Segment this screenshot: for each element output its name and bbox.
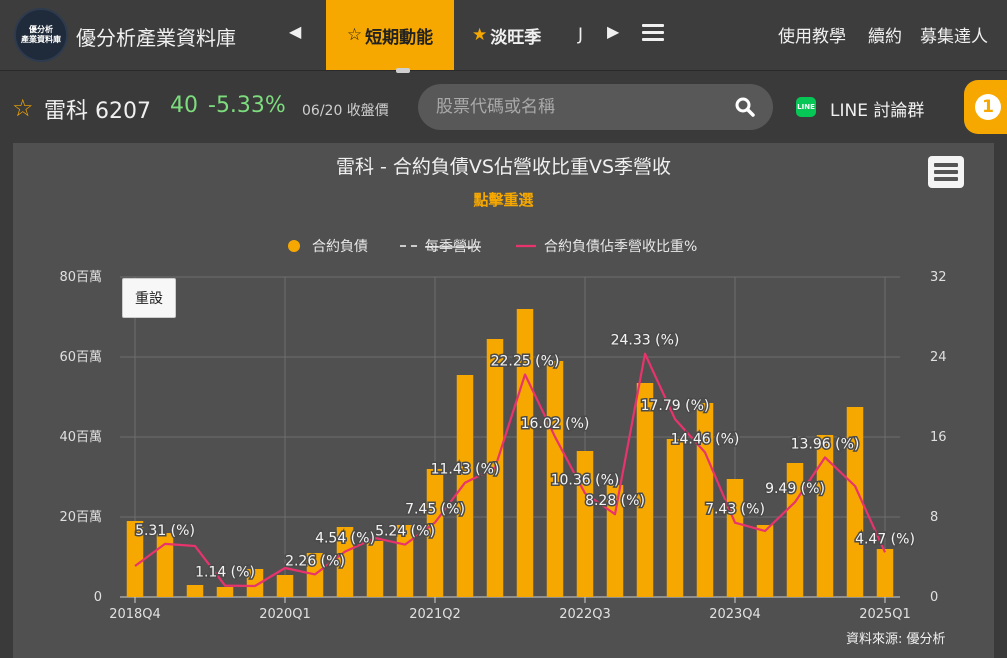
top-navbar: 優分析 產業資料庫 優分析產業資料庫 ◀ ☆ 短期動能 ★ 淡旺季 J ▶ 使用… bbox=[0, 0, 1007, 73]
chart-menu-icon[interactable] bbox=[928, 156, 964, 188]
logo-text-line1: 優分析 bbox=[29, 25, 53, 34]
stock-date-label: 06/20 收盤價 bbox=[302, 103, 389, 119]
tab-scroll-indicator bbox=[396, 68, 410, 73]
tab-clipped[interactable]: J bbox=[578, 0, 583, 70]
tab-label: 淡旺季 bbox=[490, 27, 542, 48]
search-icon[interactable] bbox=[735, 97, 755, 117]
notification-count-badge[interactable]: 1 bbox=[975, 94, 1001, 120]
chart-reselect-link[interactable]: 點擊重選 bbox=[473, 191, 534, 209]
link-tutorial[interactable]: 使用教學 bbox=[778, 27, 846, 47]
logo[interactable]: 優分析 產業資料庫 bbox=[14, 8, 68, 62]
star-filled-icon: ★ bbox=[472, 25, 488, 45]
scroll-right-icon[interactable]: ▶ bbox=[607, 22, 620, 41]
tab-seasonality[interactable]: ★ 淡旺季 bbox=[472, 0, 541, 70]
data-source-label: 資料來源: 優分析 bbox=[846, 632, 946, 647]
line-group-link[interactable]: LINE 討論群 bbox=[830, 101, 925, 121]
star-outline-icon: ☆ bbox=[346, 25, 363, 45]
stock-price: 40 bbox=[170, 93, 198, 118]
chart-panel bbox=[13, 143, 994, 658]
hamburger-menu-icon[interactable] bbox=[642, 24, 664, 45]
search-input[interactable] bbox=[418, 84, 773, 130]
app-title[interactable]: 優分析產業資料庫 bbox=[76, 26, 236, 50]
stock-change: -5.33% bbox=[208, 93, 286, 118]
scroll-left-icon[interactable]: ◀ bbox=[289, 22, 302, 41]
line-app-icon[interactable]: LINE bbox=[796, 97, 816, 117]
favorite-star-icon[interactable]: ☆ bbox=[12, 94, 34, 122]
link-recruit[interactable]: 募集達人 bbox=[920, 27, 988, 47]
tab-clipped-label: J bbox=[578, 25, 584, 45]
stock-name: 雷科 6207 bbox=[44, 99, 151, 124]
chart-title: 雷科 - 合約負債VS佔營收比重VS季營收 bbox=[335, 156, 672, 178]
logo-text-line2: 產業資料庫 bbox=[21, 35, 61, 44]
reset-zoom-button[interactable]: 重設 bbox=[122, 278, 176, 318]
link-renew[interactable]: 續約 bbox=[868, 27, 902, 47]
tab-short-term-momentum[interactable]: ☆ 短期動能 bbox=[326, 0, 454, 70]
tab-label: 短期動能 bbox=[365, 27, 434, 48]
